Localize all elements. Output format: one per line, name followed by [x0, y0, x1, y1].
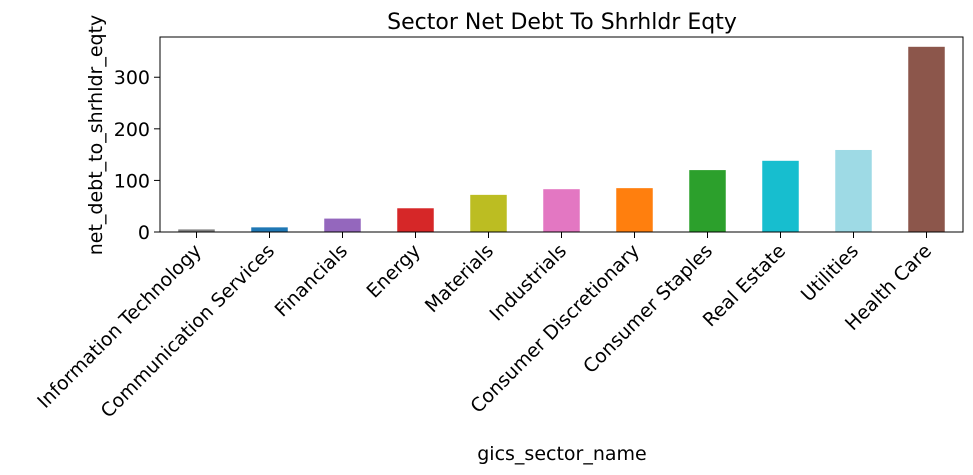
- bar: [689, 170, 726, 232]
- y-tick-label: 200: [114, 119, 150, 141]
- bar: [178, 229, 215, 232]
- bar: [470, 194, 507, 232]
- bar: [324, 218, 361, 232]
- bar: [835, 149, 872, 232]
- x-tick-label: Utilities: [797, 240, 863, 306]
- bar: [397, 208, 434, 232]
- x-tick-label: Energy: [362, 240, 425, 303]
- x-tick-label: Consumer Staples: [579, 240, 717, 378]
- bar: [762, 160, 799, 232]
- x-axis-label: gics_sector_name: [477, 443, 647, 465]
- bar: [251, 227, 288, 232]
- y-axis-label: net_debt_to_shrhldr_eqty: [85, 15, 107, 256]
- bar: [616, 188, 653, 232]
- x-tick-label: Financials: [271, 240, 352, 321]
- x-tick-label: Materials: [421, 240, 498, 317]
- y-tick-label: 100: [114, 170, 150, 192]
- bar: [908, 46, 945, 232]
- bar: [543, 189, 580, 232]
- plot-frame: [159, 36, 964, 233]
- y-tick-label: 0: [138, 222, 150, 244]
- chart-title: Sector Net Debt To Shrhldr Eqty: [387, 10, 737, 35]
- y-tick-label: 300: [114, 67, 150, 89]
